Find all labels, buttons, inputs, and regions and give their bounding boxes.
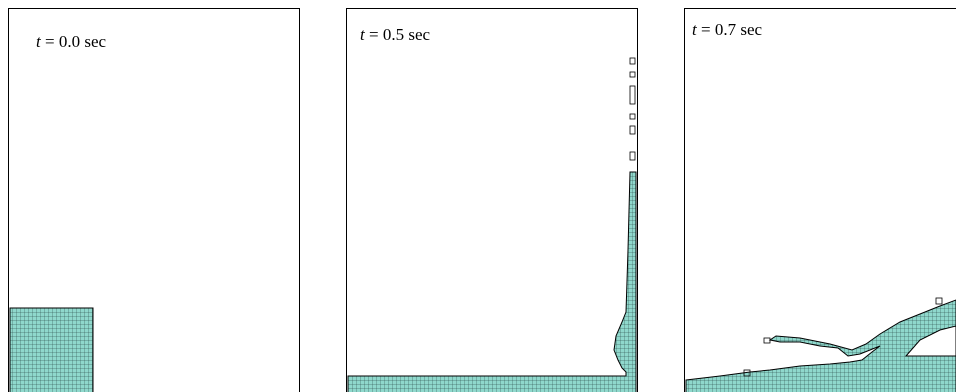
panel: t = 0.7 sec <box>685 9 956 392</box>
time-variable: t <box>36 32 42 51</box>
time-value: = 0.5 sec <box>369 25 430 44</box>
panel: t = 0.0 sec <box>9 9 300 392</box>
figure: t = 0.0 sec t = 0.5 sec t = 0.7 sec <box>0 0 956 392</box>
time-label: t = 0.0 sec <box>36 32 106 51</box>
time-variable: t <box>692 20 698 39</box>
time-value: = 0.7 sec <box>701 20 762 39</box>
time-value: = 0.0 sec <box>45 32 106 51</box>
fluid <box>10 308 93 392</box>
panel: t = 0.5 sec <box>347 9 638 392</box>
panel-frame <box>347 9 638 392</box>
time-label: t = 0.7 sec <box>692 20 762 39</box>
time-variable: t <box>360 25 366 44</box>
time-label: t = 0.5 sec <box>360 25 430 44</box>
